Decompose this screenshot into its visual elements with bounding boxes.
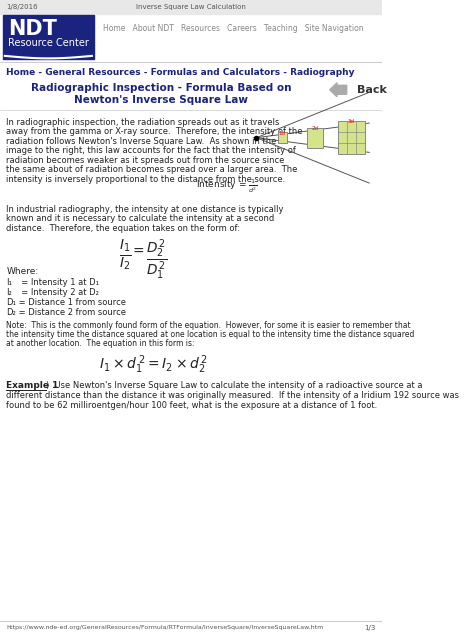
- Bar: [3, 15, 93, 59]
- Text: the intensity time the distance squared at one location is equal to the intensit: the intensity time the distance squared …: [7, 331, 415, 339]
- Text: D₁: D₁: [7, 298, 16, 307]
- Text: I₂: I₂: [7, 288, 12, 298]
- Text: = Intensity 2 at D₂: = Intensity 2 at D₂: [16, 288, 99, 298]
- Text: Newton's Inverse Square Law: Newton's Inverse Square Law: [74, 95, 248, 105]
- Text: Radiographic Inspection - Formula Based on: Radiographic Inspection - Formula Based …: [31, 83, 292, 93]
- Text: found to be 62 milliroentgen/hour 100 feet, what is the exposure at a distance o: found to be 62 milliroentgen/hour 100 fe…: [7, 401, 378, 410]
- Text: =: =: [133, 245, 145, 258]
- Text: = Distance 1 from source: = Distance 1 from source: [16, 298, 126, 307]
- Bar: [307, 128, 323, 148]
- Text: known and it is necessary to calculate the intensity at a second: known and it is necessary to calculate t…: [7, 214, 275, 223]
- Text: NDT: NDT: [8, 19, 57, 39]
- Text: Where:: Where:: [7, 267, 39, 276]
- Text: distance.  Therefore, the equation takes on the form of:: distance. Therefore, the equation takes …: [7, 224, 240, 233]
- Text: D₂: D₂: [7, 308, 16, 317]
- Text: Home - General Resources - Formulas and Calculators - Radiography: Home - General Resources - Formulas and …: [7, 68, 355, 77]
- Text: Intensity = $\frac{1}{d^2}$: Intensity = $\frac{1}{d^2}$: [196, 178, 258, 195]
- Bar: [338, 121, 365, 154]
- FancyArrow shape: [330, 83, 346, 97]
- Text: )  Use Newton's Inverse Square Law to calculate the intensity of a radioactive s: ) Use Newton's Inverse Square Law to cal…: [46, 381, 422, 390]
- Text: $\frac{I_1}{I_2}$: $\frac{I_1}{I_2}$: [118, 238, 131, 272]
- Text: radiation becomes weaker as it spreads out from the source since: radiation becomes weaker as it spreads o…: [7, 155, 285, 165]
- Text: 3d: 3d: [348, 119, 355, 124]
- Text: $\frac{D_2^{\,2}}{D_1^{\,2}}$: $\frac{D_2^{\,2}}{D_1^{\,2}}$: [146, 238, 168, 282]
- Text: radiation follows Newton's Inverse Square Law.  As shown in the: radiation follows Newton's Inverse Squar…: [7, 137, 277, 146]
- Text: Resource Center: Resource Center: [8, 38, 89, 48]
- Text: = Intensity 1 at D₁: = Intensity 1 at D₁: [16, 278, 99, 288]
- Text: Home   About NDT   Resources   Careers   Teaching   Site Navigation: Home About NDT Resources Careers Teachin…: [103, 24, 364, 33]
- Text: 1/8/2016: 1/8/2016: [7, 4, 38, 10]
- Text: https://www.nde-ed.org/GeneralResources/Formula/RTFormula/InverseSquare/InverseS: https://www.nde-ed.org/GeneralResources/…: [7, 624, 324, 629]
- Text: $I_1 \times d_1^{\,2} = I_2 \times d_2^{\,2}$: $I_1 \times d_1^{\,2} = I_2 \times d_2^{…: [99, 353, 208, 376]
- Bar: [0, 0, 382, 14]
- Text: Example 1: Example 1: [7, 381, 59, 390]
- Text: I₁: I₁: [7, 278, 12, 288]
- Text: different distance than the distance it was originally measured.  If the intensi: different distance than the distance it …: [7, 391, 459, 400]
- Text: image to the right, this law accounts for the fact that the intensity of: image to the right, this law accounts fo…: [7, 146, 296, 155]
- Text: Back: Back: [357, 85, 387, 95]
- Text: In industrial radiography, the intensity at one distance is typically: In industrial radiography, the intensity…: [7, 205, 284, 214]
- Text: intensity is inversely proportional to the distance from the source.: intensity is inversely proportional to t…: [7, 174, 286, 184]
- Bar: [278, 132, 287, 143]
- Text: Inverse Square Law Calculation: Inverse Square Law Calculation: [136, 4, 246, 10]
- Text: 1/3: 1/3: [365, 624, 376, 631]
- Text: the same about of radiation becomes spread over a larger area.  The: the same about of radiation becomes spre…: [7, 165, 298, 174]
- Text: Note:  This is the commonly found form of the equation.  However, for some it is: Note: This is the commonly found form of…: [7, 321, 411, 331]
- Text: 2d: 2d: [312, 126, 319, 131]
- Text: at another location.  The equation in this form is:: at another location. The equation in thi…: [7, 339, 195, 348]
- Text: away from the gamma or X-ray source.  Therefore, the intensity of the: away from the gamma or X-ray source. The…: [7, 127, 303, 137]
- Text: = Distance 2 from source: = Distance 2 from source: [16, 308, 126, 317]
- Text: 1d: 1d: [279, 131, 286, 136]
- Text: In radiographic inspection, the radiation spreads out as it travels: In radiographic inspection, the radiatio…: [7, 118, 280, 127]
